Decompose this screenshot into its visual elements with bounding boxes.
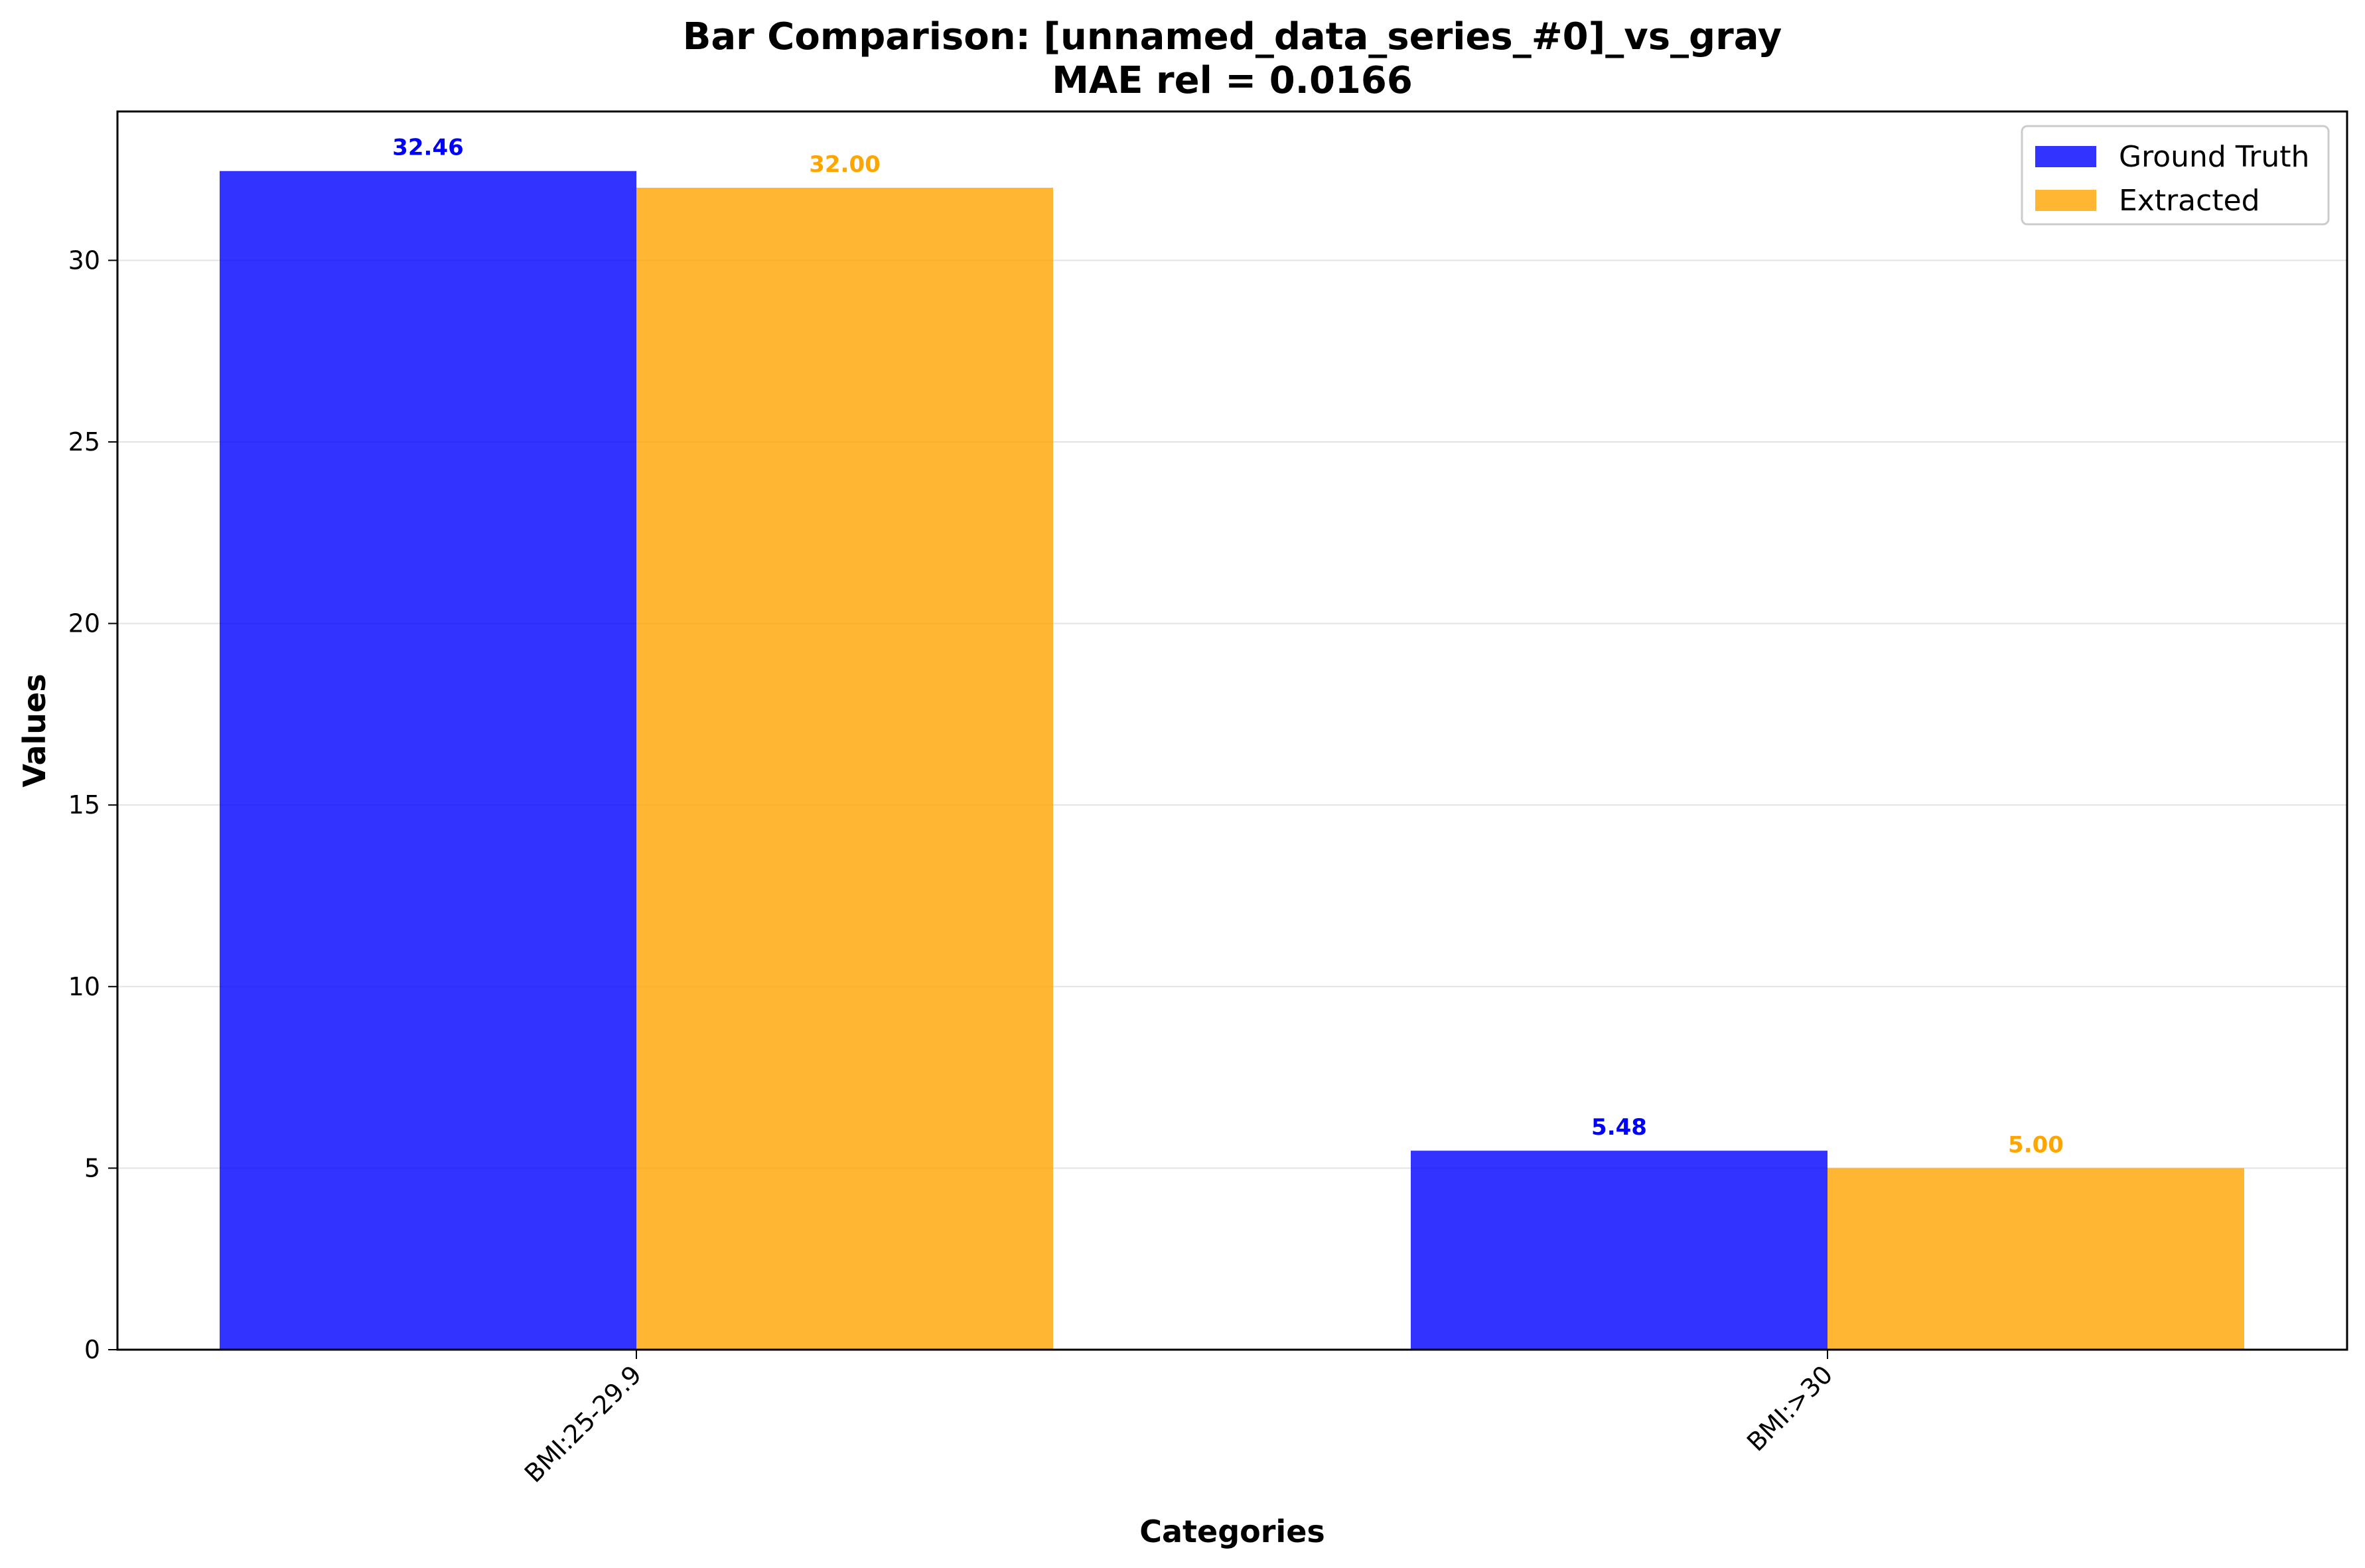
legend-swatch: [2035, 190, 2096, 211]
plot-frame: [116, 110, 2348, 1351]
y-tick-label: 25: [68, 427, 100, 457]
y-tick-label: 15: [68, 790, 100, 820]
y-tick-label: 10: [68, 972, 100, 1001]
data-label: 5.00: [2008, 1131, 2064, 1158]
chart-subtitle: MAE rel = 0.0166: [1052, 59, 1413, 102]
bars: [220, 171, 2244, 1350]
data-label: 32.00: [809, 151, 881, 178]
bar-extracted: [636, 187, 1053, 1350]
data-label: 5.48: [1591, 1114, 1647, 1141]
x-axis-ticks: BMI:25-29.9 BMI:>30: [519, 1350, 1838, 1488]
data-labels: 32.46 32.00 5.48 5.00: [392, 135, 2064, 1159]
legend-swatch: [2035, 146, 2096, 167]
y-tick-label: 5: [84, 1153, 100, 1182]
bar-ground-truth: [1411, 1151, 1827, 1350]
bar-extracted: [1827, 1168, 2244, 1350]
y-tick-label: 30: [68, 246, 100, 275]
chart-title: Bar Comparison: [unnamed_data_series_#0]…: [683, 15, 1782, 58]
y-tick-label: 0: [84, 1335, 100, 1364]
x-tick-label: BMI:>30: [1741, 1360, 1838, 1457]
y-axis-ticks: 0 5 10 15 20 25 30: [68, 246, 117, 1364]
legend-box: [2021, 125, 2330, 226]
legend: Ground Truth Extracted: [2021, 125, 2330, 226]
bar-ground-truth: [220, 171, 636, 1350]
y-tick-label: 20: [68, 609, 100, 638]
x-tick-label: BMI:25-29.9: [519, 1360, 647, 1488]
legend-entry: Extracted: [2119, 184, 2260, 218]
legend-entry: Ground Truth: [2119, 140, 2309, 174]
x-axis-label: Categories: [1139, 1514, 1325, 1549]
y-axis-label: Values: [17, 674, 52, 787]
data-label: 32.46: [392, 135, 464, 161]
